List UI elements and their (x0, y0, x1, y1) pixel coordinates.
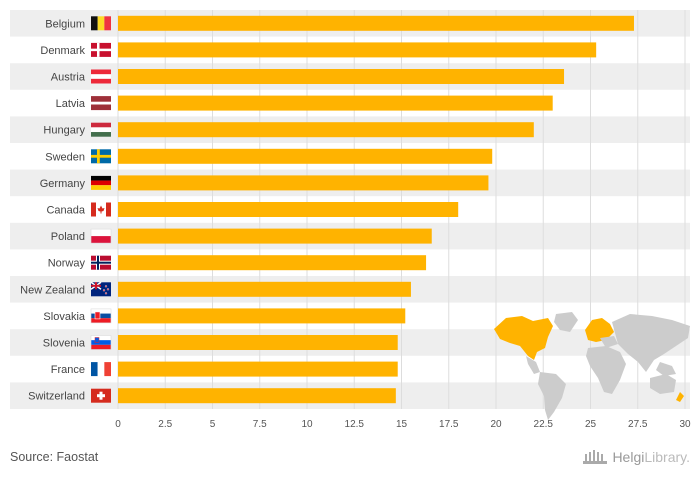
slovakia-flag (90, 308, 112, 324)
france-flag (91, 362, 111, 377)
category-label: Poland (51, 231, 85, 243)
bar-norway[interactable] (118, 255, 427, 271)
x-tick-label: 17.5 (439, 419, 459, 430)
new-zealand-flag (90, 281, 111, 297)
x-tick-label: 22.5 (534, 419, 554, 430)
austria-flag (91, 69, 111, 84)
bar-chart: Belgium Denmark Austria Latvia Hungary Sweden… (10, 10, 691, 430)
map-europe (585, 318, 614, 342)
latvia-flag (91, 96, 111, 111)
germany-flag (91, 175, 111, 190)
sweden-flag (91, 149, 111, 164)
x-tick-label: 2.5 (158, 419, 172, 430)
x-tick-label: 15 (396, 419, 408, 430)
bar-switzerland[interactable] (118, 388, 396, 404)
category-label: Slovenia (43, 338, 86, 350)
category-label: Switzerland (28, 391, 85, 403)
x-tick-label: 7.5 (253, 419, 267, 430)
x-tick-label: 12.5 (345, 419, 365, 430)
bar-germany[interactable] (118, 175, 489, 191)
x-tick-label: 10 (301, 419, 313, 430)
bar-france[interactable] (118, 361, 398, 377)
hungary-flag (91, 122, 111, 137)
category-label: France (51, 364, 85, 376)
helgi-library-logo[interactable]: HelgiLibrary. (582, 449, 690, 465)
x-tick-label: 5 (210, 419, 216, 430)
bar-slovakia[interactable] (118, 308, 406, 324)
bar-sweden[interactable] (118, 148, 493, 164)
bar-poland[interactable] (118, 228, 432, 244)
x-tick-label: 25 (585, 419, 597, 430)
category-label: Austria (51, 72, 86, 84)
canada-flag (91, 202, 111, 217)
source-note: Source: Faostat (10, 450, 99, 464)
category-label: Hungary (43, 125, 85, 137)
category-label: Slovakia (43, 311, 85, 323)
switzerland-flag (91, 388, 111, 403)
bar-new-zealand[interactable] (118, 281, 411, 297)
poland-flag (90, 228, 112, 244)
category-label: Sweden (45, 151, 85, 163)
world-map-icon (494, 312, 690, 420)
category-label: Belgium (45, 18, 85, 30)
brand-library: Library. (644, 449, 690, 465)
denmark-flag (91, 42, 111, 57)
category-label: Canada (46, 205, 85, 217)
bar-belgium[interactable] (118, 15, 634, 31)
library-icon (583, 450, 608, 464)
x-tick-label: 30 (679, 419, 691, 430)
category-label: Norway (48, 258, 86, 270)
brand-helgi: Helgi (612, 449, 645, 465)
category-label: Latvia (56, 98, 86, 110)
belgium-flag (91, 16, 111, 31)
category-label: New Zealand (20, 284, 85, 296)
category-label: Denmark (40, 45, 85, 57)
norway-flag (91, 255, 111, 270)
map-new-zealand (676, 392, 684, 402)
map-north-america (494, 316, 553, 360)
x-tick-label: 20 (490, 419, 502, 430)
bar-hungary[interactable] (118, 122, 534, 138)
category-label: Germany (40, 178, 86, 190)
slovenia-flag (90, 335, 112, 350)
bar-latvia[interactable] (118, 95, 553, 111)
bar-slovenia[interactable] (118, 335, 398, 350)
x-tick-label: 0 (115, 419, 121, 430)
bar-austria[interactable] (118, 69, 565, 84)
x-tick-label: 27.5 (628, 419, 648, 430)
bar-denmark[interactable] (118, 42, 597, 58)
bar-canada[interactable] (118, 202, 459, 217)
